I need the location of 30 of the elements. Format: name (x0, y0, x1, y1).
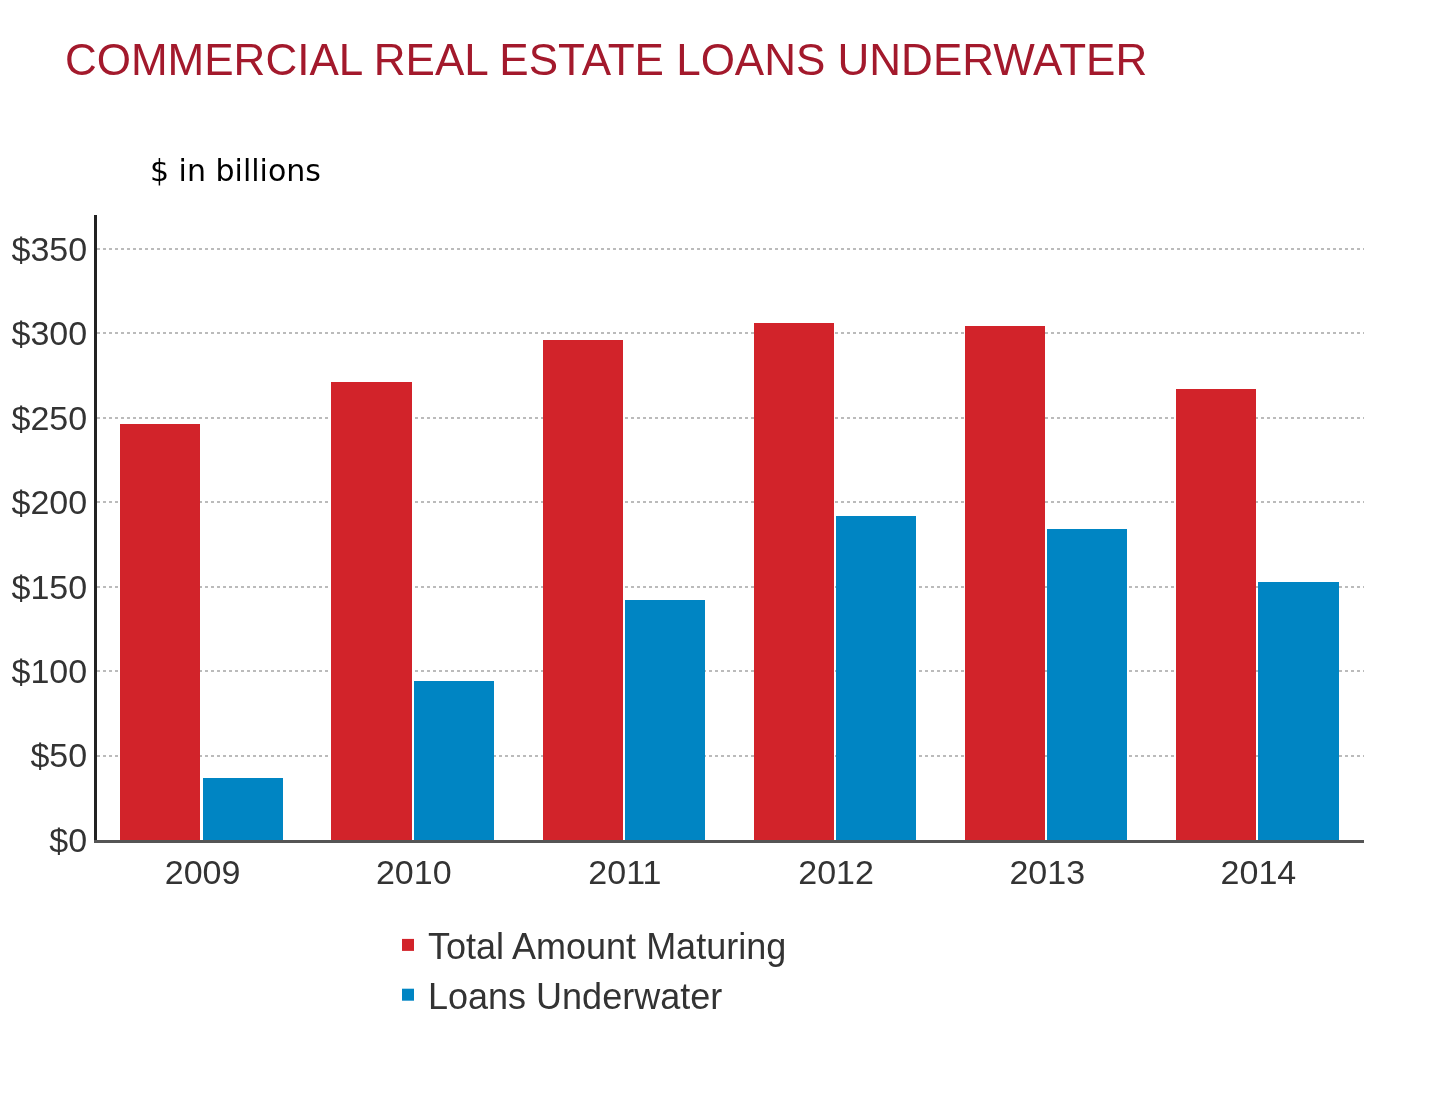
legend-label: Loans Underwater (428, 975, 723, 1017)
y-tick-label: $250 (11, 398, 88, 437)
y-tick-label: $300 (11, 314, 88, 353)
bar (414, 681, 494, 840)
bar (120, 424, 200, 840)
bar (1258, 582, 1339, 840)
text: $ in billions (150, 153, 321, 188)
y-tick-label: $150 (11, 567, 88, 606)
bar (965, 326, 1045, 840)
bar (1176, 389, 1256, 840)
y-tick-label: $350 (11, 229, 88, 268)
x-tick-label: 2009 (164, 852, 241, 891)
bar (1047, 529, 1127, 840)
bar (625, 600, 705, 840)
y-tick-label: $200 (11, 483, 88, 522)
bar (754, 323, 834, 840)
bar (836, 516, 916, 840)
legend-label: Total Amount Maturing (428, 925, 787, 967)
bar (543, 340, 623, 840)
x-tick-label: 2011 (588, 852, 662, 891)
y-tick-label: $50 (30, 736, 88, 775)
x-tick-label: 2012 (798, 852, 874, 891)
x-tick-label: 2013 (1009, 852, 1086, 891)
y-tick-label: $0 (49, 820, 88, 859)
x-tick-label: 2014 (1220, 852, 1297, 891)
bar (203, 778, 283, 840)
bar (331, 382, 412, 840)
chart-title: COMMERCIAL REAL ESTATE LOANS UNDERWATER (64, 34, 1148, 84)
x-tick-label: 2010 (375, 852, 452, 891)
y-tick-label: $100 (11, 651, 88, 690)
